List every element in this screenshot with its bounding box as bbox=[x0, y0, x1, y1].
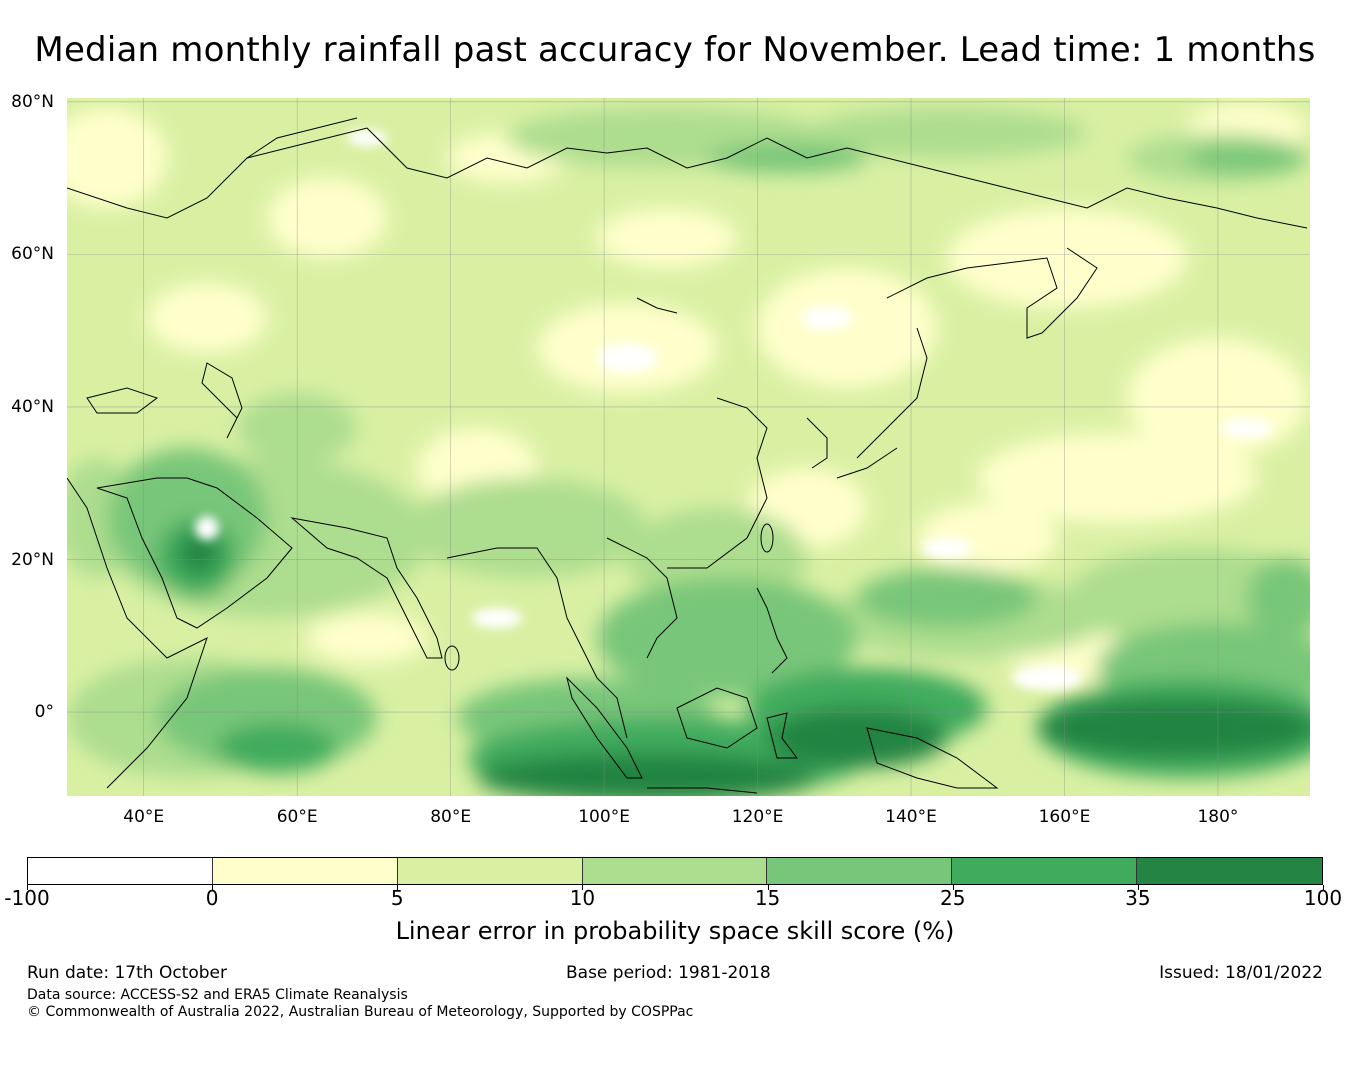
colorbar-tick-mark bbox=[212, 885, 214, 890]
colorbar-tick-label: 100 bbox=[1303, 886, 1343, 910]
colorbar-tick-label: -100 bbox=[4, 886, 50, 910]
colorbar-segment bbox=[582, 858, 768, 884]
coastlines bbox=[67, 117, 1308, 794]
colorbar-tick-label: 25 bbox=[939, 886, 966, 910]
colorbar-tick-mark bbox=[397, 885, 399, 890]
lon-label: 120°E bbox=[731, 807, 784, 827]
data-source: Data source: ACCESS-S2 and ERA5 Climate … bbox=[27, 987, 408, 1003]
lon-label: 40°E bbox=[123, 807, 165, 827]
colorbar-tick-label: 5 bbox=[390, 886, 404, 910]
colorbar-tick-mark bbox=[767, 885, 769, 890]
colorbar-label: Linear error in probability space skill … bbox=[395, 917, 955, 945]
lon-label: 60°E bbox=[276, 807, 318, 827]
issued-date: Issued: 18/01/2022 bbox=[1159, 963, 1323, 983]
colorbar-tick-mark bbox=[27, 885, 28, 890]
lat-label: 0° bbox=[34, 702, 54, 723]
lat-label: 40°N bbox=[11, 396, 54, 417]
lat-label: 20°N bbox=[11, 549, 54, 570]
copyright: © Commonwealth of Australia 2022, Austra… bbox=[27, 1004, 694, 1020]
colorbar-segment bbox=[952, 858, 1138, 884]
chart-title: Median monthly rainfall past accuracy fo… bbox=[34, 30, 1316, 70]
colorbar-segment bbox=[28, 858, 213, 884]
graticule bbox=[67, 98, 1310, 796]
base-period: Base period: 1981-2018 bbox=[566, 963, 771, 983]
colorbar-tick-label: 0 bbox=[205, 886, 219, 910]
colorbar-segment bbox=[397, 858, 583, 884]
colorbar-tick-label: 10 bbox=[569, 886, 596, 910]
lat-label: 80°N bbox=[11, 91, 54, 112]
lon-label: 180° bbox=[1197, 807, 1239, 827]
lon-label: 160°E bbox=[1038, 807, 1091, 827]
colorbar-tick-mark bbox=[1137, 885, 1139, 890]
colorbar-tick-label: 15 bbox=[754, 886, 781, 910]
lat-label: 60°N bbox=[11, 244, 54, 265]
lon-label: 100°E bbox=[578, 807, 630, 827]
skill-map bbox=[67, 98, 1310, 796]
skill-field-patches bbox=[67, 103, 1310, 796]
colorbar-segment bbox=[767, 858, 953, 884]
colorbar-segment bbox=[1137, 858, 1322, 884]
colorbar bbox=[27, 857, 1323, 885]
lon-label: 80°E bbox=[430, 807, 472, 827]
colorbar-tick-mark bbox=[582, 885, 584, 890]
colorbar-tick-label: 35 bbox=[1125, 886, 1151, 910]
colorbar-tick-mark bbox=[952, 885, 954, 890]
run-date: Run date: 17th October bbox=[27, 963, 227, 983]
colorbar-segment bbox=[212, 858, 398, 884]
colorbar-tick-mark bbox=[1323, 885, 1324, 890]
lon-label: 140°E bbox=[885, 807, 937, 827]
